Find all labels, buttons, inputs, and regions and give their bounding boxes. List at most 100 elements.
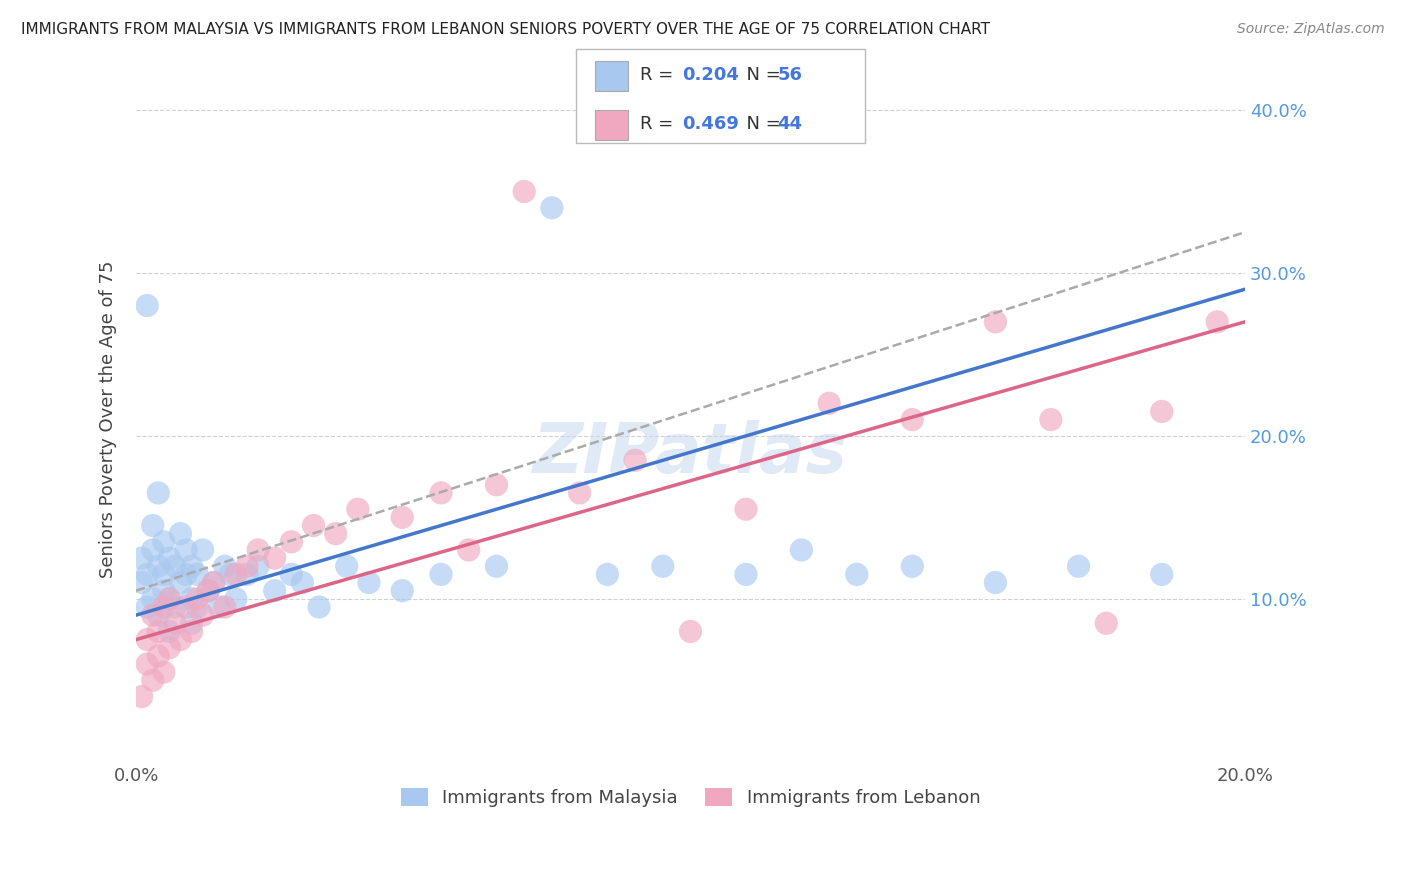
Point xyxy=(735,502,758,516)
Point xyxy=(430,567,453,582)
Point xyxy=(1206,315,1229,329)
Point xyxy=(169,526,191,541)
Text: 56: 56 xyxy=(778,66,803,84)
Point xyxy=(1067,559,1090,574)
Point xyxy=(136,599,159,614)
Point xyxy=(263,551,285,566)
Text: ZIPatlas: ZIPatlas xyxy=(533,420,848,487)
Point xyxy=(142,673,165,688)
Point xyxy=(157,640,180,655)
Point xyxy=(157,551,180,566)
Point xyxy=(485,477,508,491)
Text: 0.469: 0.469 xyxy=(682,115,738,133)
Point xyxy=(136,299,159,313)
Point xyxy=(163,616,186,631)
Point xyxy=(148,608,170,623)
Point xyxy=(180,624,202,639)
Point xyxy=(153,599,176,614)
Point xyxy=(169,632,191,647)
Point xyxy=(485,559,508,574)
Point xyxy=(624,453,647,467)
Text: N =: N = xyxy=(735,115,787,133)
Point xyxy=(280,534,302,549)
Point xyxy=(984,315,1007,329)
Point xyxy=(148,559,170,574)
Point xyxy=(247,559,270,574)
Point xyxy=(1039,412,1062,426)
Point xyxy=(651,559,673,574)
Point xyxy=(202,575,225,590)
Point xyxy=(247,543,270,558)
Point xyxy=(236,559,259,574)
Point xyxy=(1150,404,1173,418)
Point xyxy=(541,201,564,215)
Point xyxy=(180,591,202,606)
Point xyxy=(157,591,180,606)
Point xyxy=(225,567,247,582)
Point xyxy=(236,567,259,582)
Text: R =: R = xyxy=(640,66,679,84)
Point xyxy=(291,575,314,590)
Point xyxy=(568,486,591,500)
Point xyxy=(174,567,197,582)
Point xyxy=(219,567,242,582)
Point xyxy=(984,575,1007,590)
Point xyxy=(169,575,191,590)
Point xyxy=(186,591,208,606)
Point xyxy=(180,559,202,574)
Point xyxy=(148,624,170,639)
Point xyxy=(136,567,159,582)
Point xyxy=(131,575,153,590)
Point xyxy=(513,185,536,199)
Point xyxy=(1150,567,1173,582)
Point xyxy=(901,559,924,574)
Point xyxy=(153,583,176,598)
Point xyxy=(818,396,841,410)
Point xyxy=(191,543,214,558)
Point xyxy=(280,567,302,582)
Point xyxy=(148,648,170,663)
Point xyxy=(142,608,165,623)
Point xyxy=(901,412,924,426)
Point xyxy=(191,608,214,623)
Point xyxy=(142,591,165,606)
Point xyxy=(186,599,208,614)
Point xyxy=(225,591,247,606)
Point xyxy=(163,599,186,614)
Y-axis label: Seniors Poverty Over the Age of 75: Seniors Poverty Over the Age of 75 xyxy=(100,260,117,578)
Point xyxy=(263,583,285,598)
Text: N =: N = xyxy=(735,66,787,84)
Point xyxy=(136,657,159,671)
Point xyxy=(357,575,380,590)
Point xyxy=(174,543,197,558)
Point xyxy=(208,599,231,614)
Point xyxy=(214,599,236,614)
Point xyxy=(302,518,325,533)
Point xyxy=(142,543,165,558)
Point xyxy=(214,559,236,574)
Point xyxy=(157,624,180,639)
Point xyxy=(163,559,186,574)
Text: IMMIGRANTS FROM MALAYSIA VS IMMIGRANTS FROM LEBANON SENIORS POVERTY OVER THE AGE: IMMIGRANTS FROM MALAYSIA VS IMMIGRANTS F… xyxy=(21,22,990,37)
Text: 0.204: 0.204 xyxy=(682,66,738,84)
Point xyxy=(131,690,153,704)
Point xyxy=(131,551,153,566)
Point xyxy=(735,567,758,582)
Point xyxy=(391,583,413,598)
Point xyxy=(197,583,219,598)
Text: R =: R = xyxy=(640,115,679,133)
Point xyxy=(325,526,347,541)
Point xyxy=(186,567,208,582)
Point xyxy=(153,665,176,680)
Point xyxy=(136,632,159,647)
Text: Source: ZipAtlas.com: Source: ZipAtlas.com xyxy=(1237,22,1385,37)
Point xyxy=(1095,616,1118,631)
Point xyxy=(430,486,453,500)
Point xyxy=(457,543,479,558)
Point xyxy=(202,575,225,590)
Point xyxy=(845,567,868,582)
Point xyxy=(142,518,165,533)
Point xyxy=(153,567,176,582)
Point xyxy=(174,599,197,614)
Legend: Immigrants from Malaysia, Immigrants from Lebanon: Immigrants from Malaysia, Immigrants fro… xyxy=(394,780,987,814)
